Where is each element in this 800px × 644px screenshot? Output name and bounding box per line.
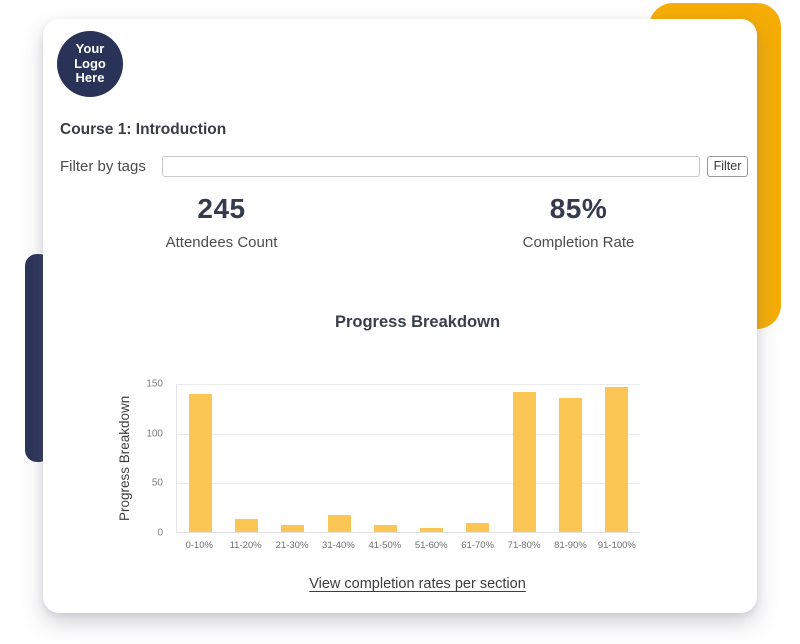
gridline [177, 384, 640, 385]
bar-91-100% [605, 386, 629, 532]
filter-button[interactable]: Filter [707, 156, 748, 177]
bar-slot [270, 384, 316, 532]
x-tick-label: 71-80% [507, 540, 541, 551]
y-tick-label: 100 [146, 428, 163, 440]
bar-slot [316, 384, 362, 532]
course-title: Course 1: Introduction [60, 121, 227, 138]
y-tick-label: 150 [146, 378, 163, 390]
logo-text-line: Here [75, 70, 105, 86]
x-tick-label: 61-70% [461, 540, 495, 551]
chart-y-ticks: 0 50 100 150 [135, 379, 169, 539]
logo: Your Logo Here [57, 31, 123, 97]
bar-41-50% [373, 525, 397, 532]
bar-slot [177, 384, 223, 532]
completion-rate-value: 85% [549, 193, 608, 224]
bar-51-60% [420, 528, 444, 532]
stat-attendees: 245 Attendees Count [43, 193, 400, 251]
x-tick-label: 91-100% [597, 540, 636, 551]
view-completion-rates-link[interactable]: View completion rates per section [309, 576, 526, 592]
bar-slot [408, 384, 454, 532]
x-tick-label: 81-90% [554, 540, 587, 551]
progress-breakdown-chart: Progress Breakdown 0 50 100 150 0-10% 11-20%… [115, 370, 720, 560]
chart-title: Progress Breakdown [334, 313, 501, 331]
chart-y-axis-label: Progress Breakdown [117, 395, 132, 522]
bar-slot [455, 384, 501, 532]
bar-81-90% [559, 397, 583, 532]
y-tick-label: 50 [151, 477, 163, 489]
gridline [177, 483, 640, 485]
x-tick-label: 41-50% [368, 540, 402, 551]
completion-rate-label: Completion Rate [522, 234, 635, 251]
bar-11-20% [234, 519, 258, 532]
x-tick-label: 51-60% [414, 540, 448, 551]
bar-slot [223, 384, 269, 532]
filter-label: Filter by tags [60, 158, 146, 175]
chart-x-labels: 0-10% 11-20% 21-30% 31-40% 41-50% 51-60% 61-70… [176, 540, 640, 551]
x-tick-label: 11-20% [229, 540, 262, 551]
bar-slot [362, 384, 408, 532]
bar-71-80% [512, 391, 536, 532]
stats-row: 245 Attendees Count 85% Completion Rate [43, 193, 757, 251]
bar-slot [547, 384, 593, 532]
x-tick-label: 31-40% [322, 540, 355, 551]
chart-plot-area [176, 384, 640, 533]
logo-text-line: Logo [74, 55, 106, 71]
attendees-count-value: 245 [197, 193, 246, 224]
dashboard-card: Your Logo Here Course 1: Introduction Fi… [43, 19, 757, 613]
footer-link-row: View completion rates per section [115, 575, 720, 593]
x-tick-label: 0-10% [185, 540, 213, 551]
filter-tags-input[interactable] [162, 156, 700, 177]
bar-0-10% [188, 393, 212, 532]
stat-completion: 85% Completion Rate [400, 193, 757, 251]
x-tick-label: 21-30% [275, 540, 309, 551]
bar-slot [594, 384, 640, 532]
bar-31-40% [327, 515, 351, 532]
bar-slot [501, 384, 547, 532]
bar-21-30% [281, 525, 305, 532]
bar-61-70% [466, 523, 490, 532]
y-tick-label: 0 [157, 527, 163, 539]
logo-text-line: Your [75, 41, 105, 57]
filter-row: Filter by tags Filter [60, 156, 748, 177]
gridline [177, 433, 640, 435]
attendees-count-label: Attendees Count [165, 234, 278, 251]
